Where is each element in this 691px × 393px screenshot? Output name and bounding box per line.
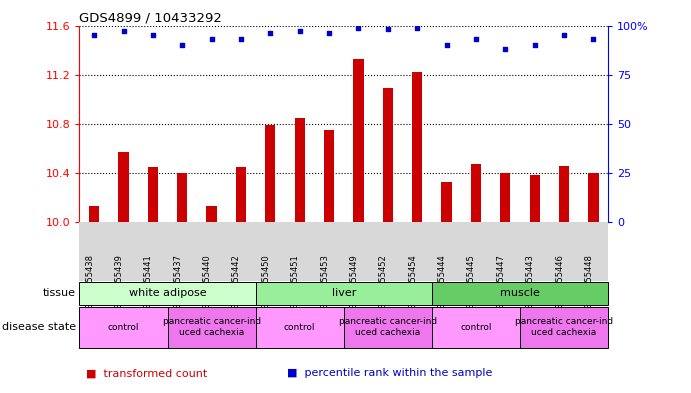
Point [147, 32, 158, 39]
Text: GDS4899 / 10433292: GDS4899 / 10433292 [79, 11, 223, 24]
Bar [177, 173, 187, 222]
Text: ▶: ▶ [76, 288, 86, 298]
Text: pancreatic cancer-ind
uced cachexia: pancreatic cancer-ind uced cachexia [339, 318, 437, 337]
Bar [148, 167, 158, 222]
Point [118, 28, 129, 35]
Text: control: control [460, 323, 492, 332]
Point [236, 36, 247, 42]
Bar [236, 167, 246, 222]
Point [500, 46, 511, 52]
Point [588, 36, 599, 42]
Point [88, 32, 100, 39]
Bar [294, 118, 305, 222]
Text: pancreatic cancer-ind
uced cachexia: pancreatic cancer-ind uced cachexia [162, 318, 261, 337]
Bar [383, 88, 393, 222]
Bar [442, 182, 452, 222]
Bar [265, 125, 276, 222]
Point [529, 42, 540, 48]
Text: ■  transformed count: ■ transformed count [86, 368, 207, 378]
Text: pancreatic cancer-ind
uced cachexia: pancreatic cancer-ind uced cachexia [515, 318, 613, 337]
Point [558, 32, 569, 39]
Text: muscle: muscle [500, 288, 540, 298]
Bar [500, 173, 511, 222]
Bar [559, 165, 569, 222]
Bar [89, 206, 100, 222]
Bar [324, 130, 334, 222]
Point [353, 24, 364, 31]
Text: ▶: ▶ [76, 322, 86, 332]
Point [412, 24, 423, 31]
Text: tissue: tissue [43, 288, 76, 298]
Point [265, 30, 276, 37]
Bar [471, 164, 481, 222]
Point [382, 26, 393, 33]
Bar [588, 173, 598, 222]
Point [206, 36, 217, 42]
Text: control: control [108, 323, 140, 332]
Point [323, 30, 334, 37]
Point [294, 28, 305, 35]
Text: control: control [284, 323, 316, 332]
Bar [118, 152, 129, 222]
Text: liver: liver [332, 288, 356, 298]
Text: white adipose: white adipose [129, 288, 207, 298]
Point [441, 42, 452, 48]
Point [471, 36, 482, 42]
Bar [529, 175, 540, 222]
Text: disease state: disease state [2, 322, 76, 332]
Text: ■  percentile rank within the sample: ■ percentile rank within the sample [287, 368, 492, 378]
Bar [353, 59, 363, 222]
Point [177, 42, 188, 48]
Bar [207, 206, 217, 222]
Bar [412, 72, 422, 222]
